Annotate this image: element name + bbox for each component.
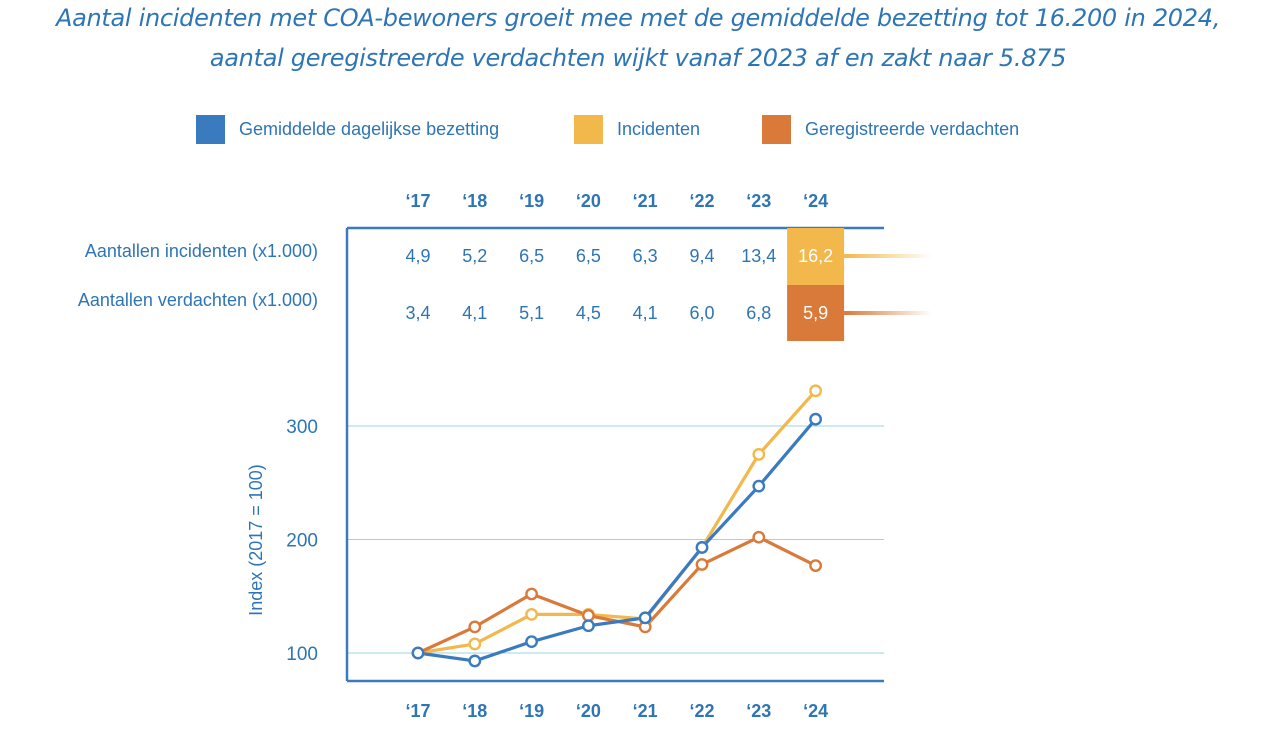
series-point-2-6: [752, 530, 766, 544]
y-tick-label-200: 200: [286, 531, 318, 552]
table-row-label-0: Aantallen incidenten (x1.000): [85, 241, 318, 261]
y-tick-label-300: 300: [286, 417, 318, 438]
series-point-0-2: [525, 635, 538, 649]
chart-title-line-1: Aantal incidenten met COA-bewoners groei…: [55, 4, 1221, 32]
x-tick-bottom-2: ‘19: [519, 701, 544, 721]
table-highlight-1: [787, 285, 845, 341]
y-tick-label-100: 100: [286, 644, 318, 665]
legend-item-bezetting: Gemiddelde dagelijkse bezetting: [196, 115, 499, 144]
legend-item-verdachten: Geregistreerde verdachten: [762, 115, 1019, 144]
series-point-0-6: [752, 479, 766, 493]
x-tick-top-1: ‘18: [462, 191, 487, 211]
x-tick-bottom-7: ‘24: [803, 701, 828, 721]
series-point-1-7: [809, 384, 822, 398]
table-cell-0-7: 16,2: [798, 246, 833, 266]
x-tick-top-7: ‘24: [803, 191, 828, 211]
legend-swatch-incidenten: [574, 115, 603, 144]
series-point-2-1: [468, 620, 482, 634]
legend-label-verdachten: Geregistreerde verdachten: [805, 119, 1020, 139]
series-point-2-3: [582, 609, 595, 622]
series-line-0: [416, 417, 818, 663]
x-tick-bottom-1: ‘18: [462, 701, 487, 721]
series-point-1-2: [525, 608, 538, 621]
legend-swatch-verdachten: [762, 115, 791, 144]
series-point-0-3: [582, 619, 595, 633]
x-tick-top-2: ‘19: [519, 191, 544, 211]
table-row-label-1: Aantallen verdachten (x1.000): [78, 290, 318, 310]
series-point-1-6: [752, 447, 766, 461]
table-cell-1-0: 3,4: [405, 303, 430, 323]
legend-item-incidenten: Incidenten: [574, 115, 700, 144]
legend-label-bezetting: Gemiddelde dagelijkse bezetting: [239, 119, 500, 139]
table-cell-1-6: 6,8: [746, 303, 771, 323]
series-point-0-4: [638, 611, 652, 625]
table-fade-0: [844, 254, 933, 258]
series-lines: [411, 384, 822, 668]
series-point-0-0: [411, 646, 425, 660]
table-cell-1-1: 4,1: [462, 303, 487, 323]
table-cell-0-6: 13,4: [741, 246, 776, 266]
legend-swatch-bezetting: [196, 115, 225, 144]
legend: Gemiddelde dagelijkse bezetting Incident…: [0, 115, 1276, 145]
chart-title-line-2: aantal geregistreerde verdachten wijkt v…: [209, 44, 1067, 72]
series-point-0-5: [695, 541, 709, 554]
x-tick-top-0: ‘17: [405, 191, 430, 211]
series-point-1-1: [468, 637, 482, 651]
series-line-2: [416, 535, 818, 655]
table-fade-1: [844, 311, 933, 315]
series-point-0-7: [809, 412, 822, 426]
table-cell-0-4: 6,3: [633, 246, 658, 266]
x-tick-bottom-5: ‘22: [689, 701, 714, 721]
series-line-1: [416, 389, 818, 655]
table-cell-0-2: 6,5: [519, 246, 544, 266]
x-tick-bottom-4: ‘21: [633, 701, 658, 721]
series-point-2-7: [809, 559, 822, 573]
table-cell-1-5: 6,0: [689, 303, 714, 323]
table-cell-1-2: 5,1: [519, 303, 544, 323]
table-cell-0-5: 9,4: [689, 246, 714, 266]
table-cell-0-1: 5,2: [462, 246, 487, 266]
table-cell-0-3: 6,5: [576, 246, 601, 266]
legend-label-incidenten: Incidenten: [617, 119, 701, 139]
x-tick-top-6: ‘23: [746, 191, 771, 211]
axes-labels: 100 200 300 Index (2017 = 100) ‘17 ‘17 ‘18 ‘18 ‘…: [246, 191, 828, 721]
x-tick-bottom-0: ‘17: [405, 701, 430, 721]
gridlines: [347, 425, 884, 654]
series-point-2-5: [695, 558, 709, 571]
series-point-2-2: [525, 587, 538, 601]
x-tick-top-5: ‘22: [689, 191, 714, 211]
series-point-0-1: [468, 654, 482, 668]
table-cell-1-4: 4,1: [633, 303, 658, 323]
table-cell-1-7: 5,9: [803, 303, 828, 323]
x-tick-top-4: ‘21: [633, 191, 658, 211]
table-cell-1-3: 4,5: [576, 303, 601, 323]
x-tick-bottom-6: ‘23: [746, 701, 771, 721]
data-table: Aantallen incidenten (x1.000) 4,9 5,2 6,5 6,…: [78, 228, 933, 341]
table-cell-0-0: 4,9: [405, 246, 430, 266]
x-tick-top-3: ‘20: [576, 191, 601, 211]
table-highlight-0: [787, 228, 845, 285]
y-axis-title: Index (2017 = 100): [246, 464, 266, 616]
x-tick-bottom-3: ‘20: [576, 701, 601, 721]
